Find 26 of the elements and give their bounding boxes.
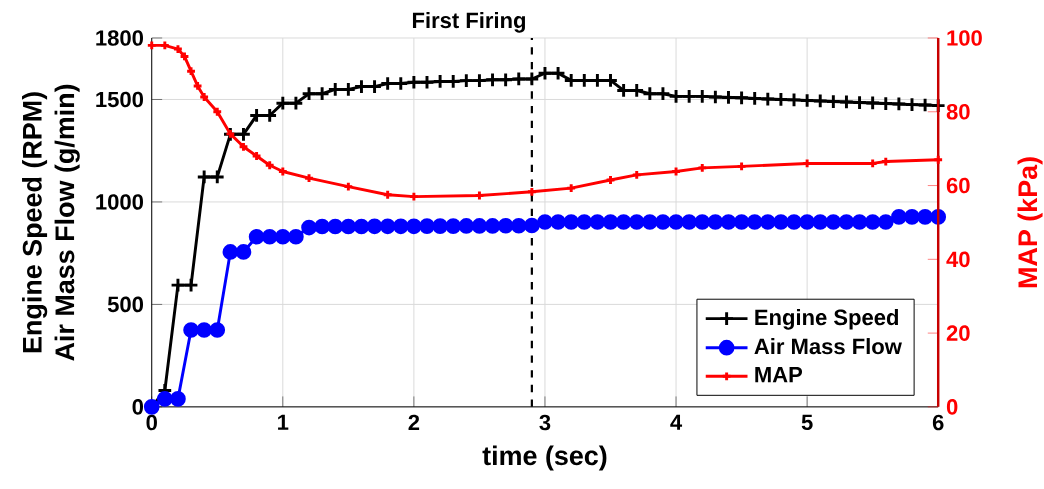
x-axis-title: time (sec) [482,445,607,471]
y-tick-label: 1800 [96,30,143,46]
y2-tick-label: 0 [946,399,958,415]
y-tick-label: 1000 [96,194,143,210]
legend-label: MAP [755,367,803,383]
y2-tick-label: 20 [946,325,970,341]
y-tick-label: 0 [132,399,144,415]
legend-label: Air Mass Flow [754,338,902,355]
x-tick-label: 1 [278,414,289,430]
legend-label: Engine Speed [755,309,898,330]
text: Air Mass Flow (g/min) [54,84,80,361]
y-tick-label: 1500 [96,91,143,108]
x-tick-label: 3 [539,414,551,431]
y2-axis-title: MAP (kPa) [1017,157,1043,288]
y2-tick-label: 40 [946,251,970,268]
ref-line-label: First Firing [412,11,525,33]
y2-tick-label: 60 [946,177,970,194]
x-tick-label: 4 [670,414,683,430]
y-tick-label: 500 [107,296,143,313]
x-tick-label: 2 [408,414,420,431]
y2-tick-label: 100 [947,30,982,46]
x-tick-label: 6 [932,414,944,431]
text: Engine Speed (RPM) [22,92,48,353]
x-tick-label: 0 [146,414,157,431]
y2-tick-label: 80 [946,103,970,120]
x-tick-label: 5 [801,414,813,431]
